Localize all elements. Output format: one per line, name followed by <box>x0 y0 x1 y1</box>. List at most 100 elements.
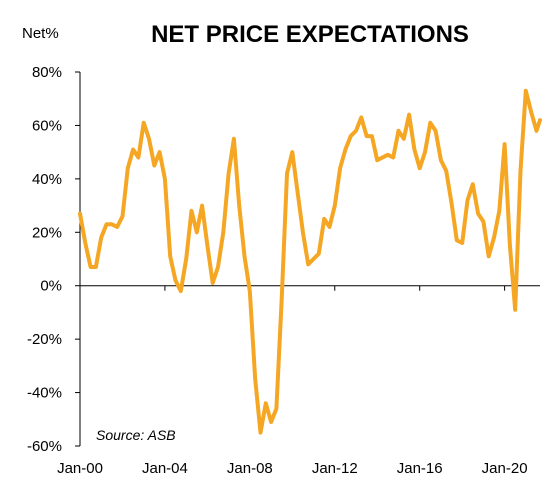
data-point <box>428 121 432 125</box>
data-point <box>89 265 93 269</box>
data-point <box>94 265 98 269</box>
data-point <box>136 156 140 159</box>
data-point <box>211 281 215 285</box>
y-tick-label: -20% <box>27 331 62 348</box>
data-point <box>152 164 156 167</box>
data-point <box>312 257 315 261</box>
data-point <box>83 241 87 245</box>
data-point <box>503 142 507 146</box>
data-point <box>232 137 236 141</box>
data-point <box>391 156 395 159</box>
data-point <box>269 420 273 424</box>
data-point <box>280 297 284 301</box>
data-point <box>174 278 177 282</box>
y-axis: 80% 60% 40% 20% 0% -20% -40% -60% <box>27 64 81 455</box>
data-point <box>221 230 225 234</box>
series-layer <box>78 88 542 435</box>
data-point <box>487 254 491 258</box>
data-point <box>99 236 103 240</box>
x-tick-label: Jan-20 <box>482 460 528 477</box>
data-point <box>402 137 406 141</box>
data-point <box>359 115 363 119</box>
data-point <box>237 204 241 208</box>
data-point <box>466 198 469 202</box>
data-point <box>513 308 517 312</box>
data-point <box>105 222 108 226</box>
data-point <box>115 225 119 229</box>
source-annotation: Source: ASB <box>96 427 176 443</box>
data-point <box>476 212 480 216</box>
data-point <box>317 252 321 256</box>
data-point <box>333 204 337 208</box>
chart-title: NET PRICE EXPECTATIONS <box>151 21 469 48</box>
data-point <box>184 257 188 261</box>
data-point <box>397 129 400 133</box>
data-point <box>78 212 82 216</box>
data-point <box>343 148 347 151</box>
data-point <box>386 153 390 157</box>
data-point <box>126 166 130 170</box>
data-point <box>444 169 448 173</box>
data-point <box>296 190 300 194</box>
y-tick-label: 0% <box>40 278 62 295</box>
x-tick-label: Jan-04 <box>142 460 188 477</box>
data-point <box>290 150 294 154</box>
data-point <box>158 150 162 154</box>
data-point <box>243 254 246 258</box>
data-point <box>205 244 209 248</box>
data-point <box>455 238 459 242</box>
data-point <box>354 129 358 133</box>
x-tick-label: Jan-00 <box>57 460 103 477</box>
data-point <box>412 148 416 151</box>
y-axis-label: Net% <box>22 25 59 42</box>
data-point <box>121 214 124 218</box>
data-point <box>306 262 310 266</box>
data-point <box>349 134 353 138</box>
data-point <box>418 166 422 170</box>
data-point <box>142 121 146 125</box>
data-point <box>492 236 496 240</box>
data-point <box>110 222 114 226</box>
y-tick-label: 20% <box>32 224 62 241</box>
data-point <box>538 118 542 122</box>
y-tick-label: -40% <box>27 385 62 402</box>
data-point <box>274 407 278 411</box>
data-point <box>519 169 522 173</box>
data-point <box>131 148 135 151</box>
data-point <box>423 150 427 154</box>
x-tick-label: Jan-16 <box>397 460 443 477</box>
data-point <box>301 230 305 234</box>
data-point <box>375 158 379 162</box>
data-point <box>264 401 268 405</box>
y-tick-label: -60% <box>27 438 62 455</box>
series-line <box>78 88 542 435</box>
data-point <box>434 129 438 133</box>
data-point <box>179 289 183 293</box>
data-point <box>508 244 512 248</box>
data-point <box>529 110 533 114</box>
y-tick-label: 80% <box>32 64 62 81</box>
data-point <box>328 225 331 229</box>
x-axis: Jan-00 Jan-04 Jan-08 Jan-12 Jan-16 Jan-20 <box>57 285 540 477</box>
data-point <box>524 89 528 93</box>
data-point <box>253 377 257 381</box>
data-point <box>370 134 374 138</box>
data-point <box>195 230 199 234</box>
data-point <box>497 209 501 213</box>
data-point <box>168 254 172 258</box>
data-point <box>535 129 538 133</box>
data-point <box>248 289 252 293</box>
data-point <box>439 158 443 162</box>
data-point <box>216 265 220 269</box>
data-point <box>381 156 384 159</box>
data-point <box>227 172 231 175</box>
y-tick-label: 60% <box>32 117 62 134</box>
data-point <box>190 209 193 213</box>
data-point <box>450 201 453 205</box>
data-point <box>471 182 475 186</box>
data-point <box>481 220 485 224</box>
y-tick-label: 40% <box>32 171 62 188</box>
data-point <box>259 431 262 435</box>
data-point <box>163 177 167 181</box>
